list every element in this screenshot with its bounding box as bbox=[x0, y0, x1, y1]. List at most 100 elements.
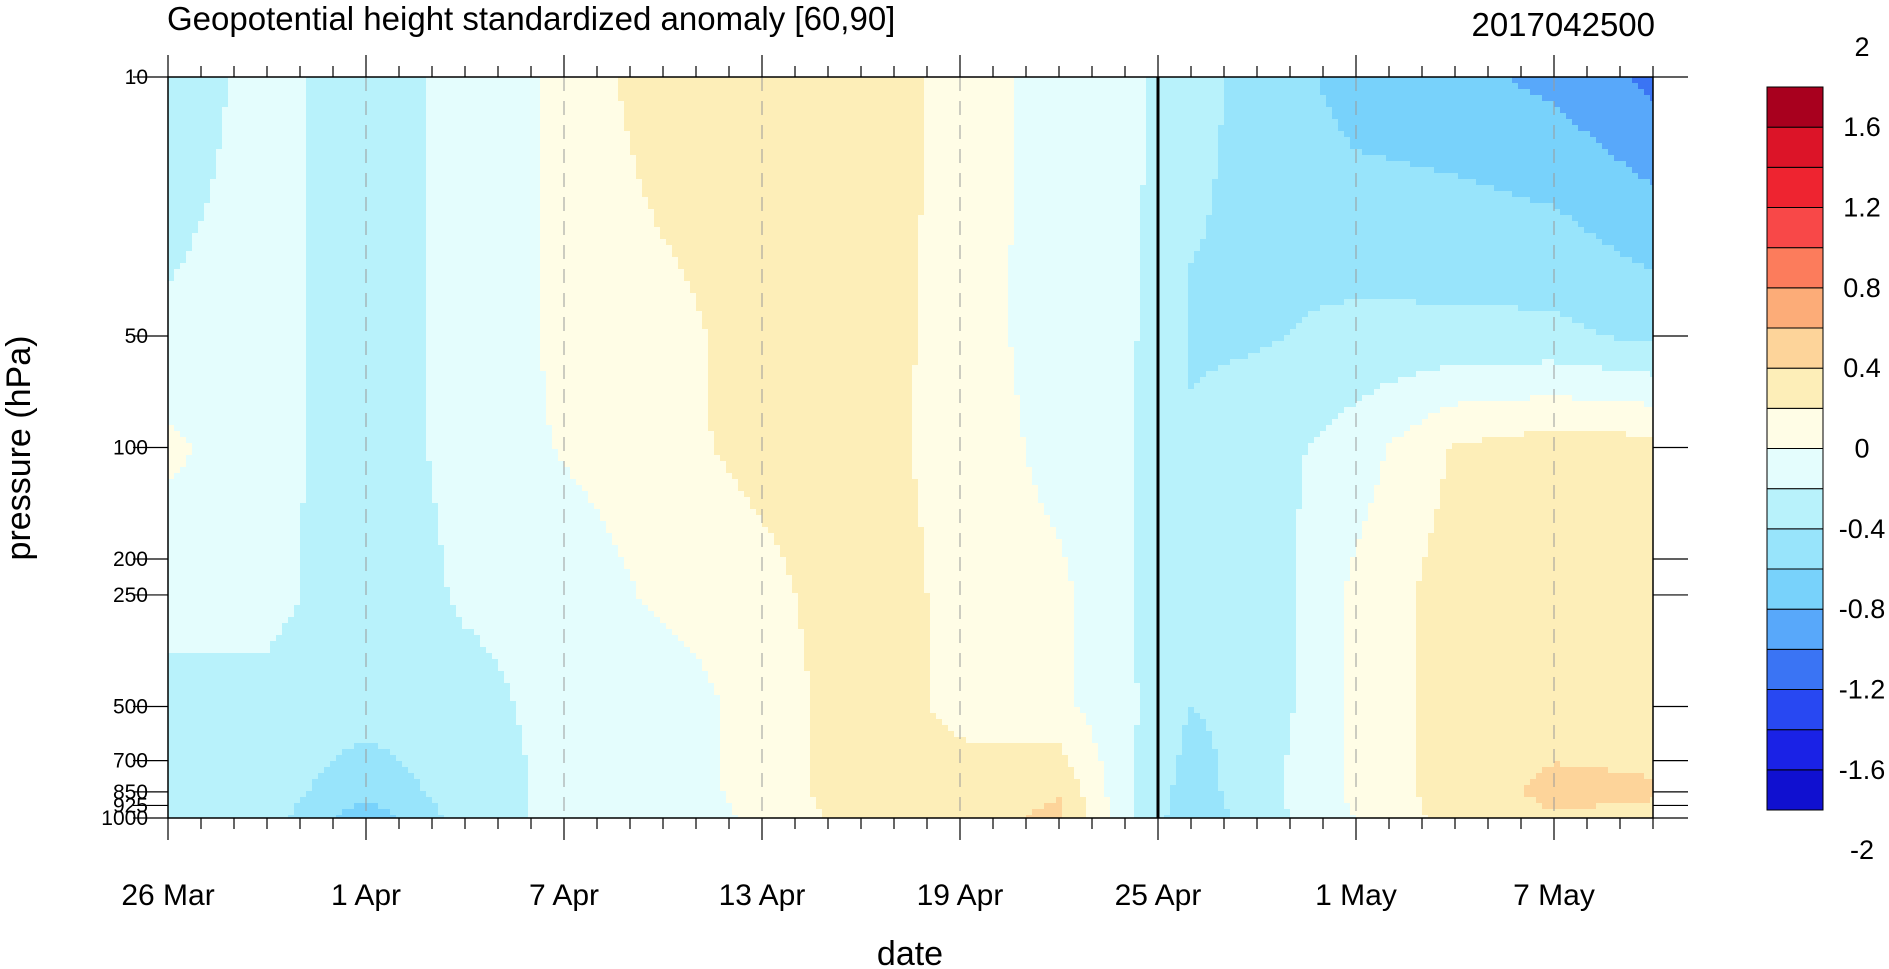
field-cell bbox=[372, 485, 379, 492]
field-cell bbox=[246, 77, 253, 84]
field-cell bbox=[246, 779, 253, 786]
field-cell bbox=[258, 593, 265, 600]
field-cell bbox=[306, 689, 313, 696]
field-cell bbox=[330, 491, 337, 498]
field-cell bbox=[180, 401, 187, 408]
field-cell bbox=[174, 353, 181, 360]
field-cell bbox=[408, 167, 415, 174]
field-cell bbox=[390, 701, 397, 708]
field-cell bbox=[300, 299, 307, 306]
field-cell bbox=[264, 713, 271, 720]
field-cell bbox=[348, 803, 355, 810]
field-cell bbox=[372, 221, 379, 228]
field-cell bbox=[330, 533, 337, 540]
field-cell bbox=[246, 293, 253, 300]
field-cell bbox=[234, 659, 241, 666]
field-cell bbox=[192, 635, 199, 642]
field-cell bbox=[366, 191, 373, 198]
field-cell bbox=[276, 245, 283, 252]
field-cell bbox=[318, 149, 325, 156]
field-cell bbox=[318, 143, 325, 150]
field-cell bbox=[264, 311, 271, 318]
field-cell bbox=[222, 143, 229, 150]
field-cell bbox=[168, 473, 175, 480]
field-cell bbox=[354, 347, 361, 354]
field-cell bbox=[294, 287, 301, 294]
field-cell bbox=[276, 635, 283, 642]
field-cell bbox=[240, 545, 247, 552]
field-cell bbox=[234, 773, 241, 780]
field-cell bbox=[240, 155, 247, 162]
field-cell bbox=[342, 539, 349, 546]
field-cell bbox=[390, 809, 397, 816]
field-cell bbox=[384, 341, 391, 348]
field-cell bbox=[276, 137, 283, 144]
field-cell bbox=[318, 611, 325, 618]
field-cell bbox=[192, 617, 199, 624]
field-cell bbox=[294, 143, 301, 150]
field-cell bbox=[228, 107, 235, 114]
field-cell bbox=[330, 251, 337, 258]
field-cell bbox=[348, 119, 355, 126]
field-cell bbox=[234, 83, 241, 90]
field-cell bbox=[186, 419, 193, 426]
field-cell bbox=[192, 761, 199, 768]
field-cell bbox=[312, 467, 319, 474]
field-cell bbox=[366, 575, 373, 582]
field-cell bbox=[210, 119, 217, 126]
field-cell bbox=[348, 563, 355, 570]
field-cell bbox=[378, 101, 385, 108]
field-cell bbox=[186, 281, 193, 288]
field-cell bbox=[186, 557, 193, 564]
field-cell bbox=[342, 467, 349, 474]
field-cell bbox=[384, 515, 391, 522]
field-cell bbox=[234, 665, 241, 672]
field-cell bbox=[288, 479, 295, 486]
field-cell bbox=[312, 119, 319, 126]
field-cell bbox=[186, 653, 193, 660]
field-cell bbox=[192, 527, 199, 534]
field-cell bbox=[234, 317, 241, 324]
field-cell bbox=[306, 593, 313, 600]
field-cell bbox=[204, 671, 211, 678]
field-cell bbox=[396, 293, 403, 300]
field-cell bbox=[342, 233, 349, 240]
field-cell bbox=[324, 449, 331, 456]
field-cell bbox=[366, 299, 373, 306]
field-cell bbox=[228, 611, 235, 618]
field-cell bbox=[228, 161, 235, 168]
field-cell bbox=[348, 413, 355, 420]
field-cell bbox=[396, 281, 403, 288]
field-cell bbox=[390, 287, 397, 294]
field-cell bbox=[222, 617, 229, 624]
field-cell bbox=[180, 371, 187, 378]
field-cell bbox=[324, 593, 331, 600]
field-cell bbox=[342, 383, 349, 390]
field-cell bbox=[210, 749, 217, 756]
field-cell bbox=[240, 617, 247, 624]
field-cell bbox=[252, 221, 259, 228]
field-cell bbox=[336, 365, 343, 372]
field-cell bbox=[252, 731, 259, 738]
field-cell bbox=[390, 575, 397, 582]
field-cell bbox=[372, 257, 379, 264]
field-cell bbox=[192, 419, 199, 426]
field-cell bbox=[408, 215, 415, 222]
field-cell bbox=[264, 737, 271, 744]
field-cell bbox=[174, 227, 181, 234]
field-cell bbox=[366, 89, 373, 96]
field-cell bbox=[342, 377, 349, 384]
field-cell bbox=[336, 353, 343, 360]
field-cell bbox=[204, 89, 211, 96]
field-cell bbox=[252, 551, 259, 558]
field-cell bbox=[198, 677, 205, 684]
field-cell bbox=[330, 641, 337, 648]
field-cell bbox=[204, 485, 211, 492]
field-cell bbox=[174, 599, 181, 606]
field-cell bbox=[198, 515, 205, 522]
field-cell bbox=[204, 305, 211, 312]
field-cell bbox=[294, 551, 301, 558]
field-cell bbox=[402, 191, 409, 198]
field-cell bbox=[336, 395, 343, 402]
field-cell bbox=[180, 473, 187, 480]
